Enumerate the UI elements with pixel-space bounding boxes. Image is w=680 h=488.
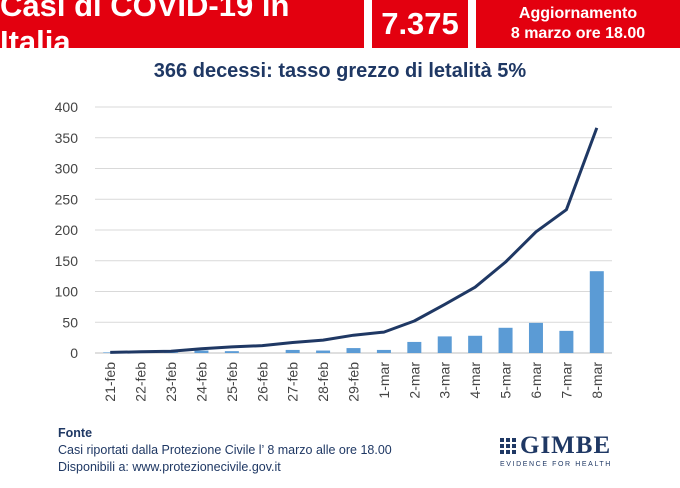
bar [224,351,239,353]
y-tick-label: 0 [70,345,78,361]
x-tick-label: 23-feb [163,362,179,402]
update-date: 8 marzo ore 18.00 [510,25,646,42]
y-tick-label: 100 [55,284,79,300]
x-tick-label: 22-feb [133,362,149,402]
update-label: Aggiornamento [518,5,638,22]
total-cases-value: 7.375 [381,6,459,41]
x-tick-label: 29-feb [346,362,362,402]
bar [437,336,452,353]
source-line-1: Casi riportati dalla Protezione Civile l… [58,443,392,457]
x-tick-label: 7-mar [558,362,574,399]
y-tick-label: 50 [62,314,78,330]
bar [285,349,300,353]
y-tick-label: 200 [55,222,79,238]
y-tick-label: 400 [55,99,79,115]
x-tick-label: 28-feb [315,362,331,402]
y-tick-label: 150 [55,253,79,269]
bar [468,335,483,353]
line-series [110,127,599,354]
x-tick-label: 24-feb [193,362,209,402]
source-note: Fonte Casi riportati dalla Protezione Ci… [58,425,392,476]
x-tick-label: 6-mar [528,362,544,399]
page-title: Casi di COVID-19 in Italia [0,0,290,59]
gimbe-grid-icon [500,438,516,454]
x-tick-label: 26-feb [254,362,270,402]
grid-lines [95,106,612,354]
bar [376,349,391,353]
bar [194,350,209,353]
x-tick-label: 4-mar [467,362,483,399]
chart-title: 366 decessi: tasso grezzo di letalità 5% [153,60,527,82]
bar [559,330,574,353]
x-tick-label: 3-mar [437,362,453,399]
x-tick-label: 27-feb [285,362,301,402]
source-heading: Fonte [58,426,93,440]
gimbe-logo: GIMBE EVIDENCE FOR HEALTH [500,432,630,468]
bar-series [103,271,604,353]
bar [346,348,361,353]
update-box: Aggiornamento 8 marzo ore 18.00 [476,0,680,48]
x-tick-label: 2-mar [406,362,422,399]
bar [589,271,604,353]
x-axis-ticks: 21-feb 22-feb 23-feb 24-feb 25-feb 26-feb 27-f… [102,362,605,402]
chart: 0 50 100 150 200 250 300 350 400 21-feb 22-feb 23-… [55,99,612,402]
y-tick-label: 350 [55,130,79,146]
logo-tagline: EVIDENCE FOR HEALTH [500,461,612,468]
x-tick-label: 5-mar [498,362,514,399]
source-line-2: Disponibili a: www.protezionecivile.gov.… [58,460,281,474]
y-tick-label: 300 [55,161,79,177]
bar [407,341,422,353]
x-tick-label: 21-feb [102,362,118,402]
total-cases-box: 7.375 [372,0,468,48]
logo-brand: GIMBE [520,432,612,459]
y-tick-label: 250 [55,191,79,207]
x-tick-label: 8-mar [589,362,605,399]
y-axis-ticks: 0 50 100 150 200 250 300 350 400 [55,99,79,361]
header-title-box: Casi di COVID-19 in Italia [0,0,364,59]
bar [316,350,331,353]
bar [528,322,543,353]
cumulative-deaths-line [110,127,599,354]
x-tick-label: 1-mar [376,362,392,399]
x-tick-label: 25-feb [224,362,240,402]
bar [498,327,513,353]
